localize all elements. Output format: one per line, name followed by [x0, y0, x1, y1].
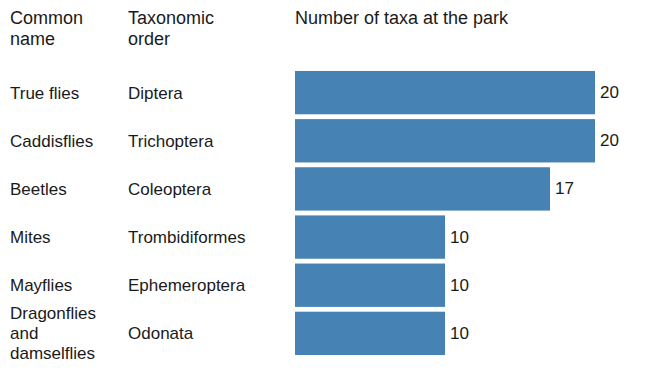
order-label: Diptera: [128, 83, 183, 102]
bar: [295, 71, 595, 114]
bar: [295, 215, 445, 258]
order-label: Trombidiformes: [128, 228, 245, 247]
data-label: 10: [450, 228, 469, 247]
text-line: Mites: [10, 228, 51, 247]
axis-title: Number of taxa at the park: [295, 8, 509, 28]
text-line: Taxonomic: [128, 8, 214, 28]
text-line: Coleoptera: [128, 179, 212, 198]
category-label: Dragonfliesanddamselflies: [10, 304, 96, 363]
text-line: Common: [10, 8, 83, 28]
category-label: Caddisflies: [10, 131, 93, 150]
data-labels: 20 20 17 10 10 10: [450, 83, 619, 343]
chart: Commonname Taxonomicorder Number of taxa a…: [0, 0, 650, 376]
category-label: True flies: [10, 83, 79, 102]
text-line: Mayflies: [10, 276, 72, 295]
text-line: order: [128, 29, 170, 49]
text-line: Caddisflies: [10, 131, 93, 150]
text-line: name: [10, 29, 55, 49]
text-line: Odonata: [128, 324, 194, 343]
column-header: Commonname: [10, 8, 83, 49]
bar: [295, 264, 445, 307]
text-line: and: [10, 324, 38, 343]
data-label: 17: [555, 179, 574, 198]
text-line: Trichoptera: [128, 131, 214, 150]
bars: [295, 71, 595, 355]
column-header: Taxonomicorder: [128, 8, 214, 49]
text-line: Diptera: [128, 83, 183, 102]
order-label: Coleoptera: [128, 179, 212, 198]
data-label: 10: [450, 276, 469, 295]
order-label: Odonata: [128, 324, 194, 343]
order-label: Trichoptera: [128, 131, 214, 150]
data-label: 20: [600, 131, 619, 150]
category-label: Mites: [10, 228, 51, 247]
text-line: Dragonflies: [10, 304, 96, 323]
text-line: True flies: [10, 83, 79, 102]
bar: [295, 167, 550, 210]
text-line: Trombidiformes: [128, 228, 245, 247]
category-label: Mayflies: [10, 276, 72, 295]
text-line: Ephemeroptera: [128, 276, 246, 295]
category-label: Beetles: [10, 179, 67, 198]
text-line: Beetles: [10, 179, 67, 198]
data-label: 20: [600, 83, 619, 102]
bar: [295, 312, 445, 355]
bar: [295, 119, 595, 162]
text-line: damselflies: [10, 344, 95, 363]
order-label: Ephemeroptera: [128, 276, 246, 295]
data-label: 10: [450, 324, 469, 343]
